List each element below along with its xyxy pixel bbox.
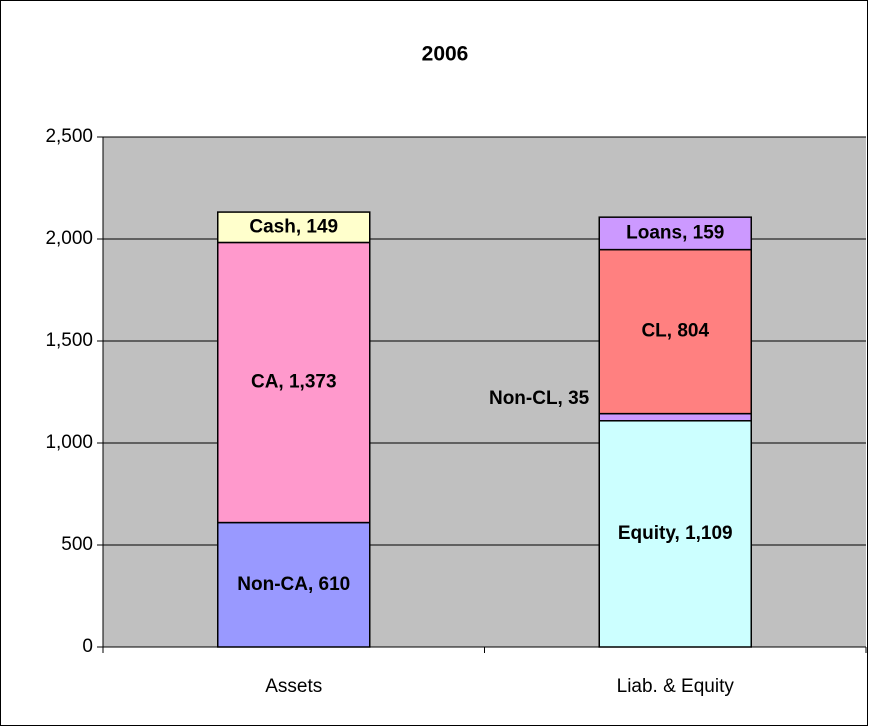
bar-segment [217,241,371,524]
bar-segment [217,211,371,244]
data-label: CA, 1,373 [251,372,337,393]
y-tick-label: 2,000 [45,228,93,249]
bar-segment [217,521,371,648]
data-label: Non-CL, 35 [489,388,590,409]
y-tick-label: 2,500 [45,126,93,147]
y-tick-label: 1,000 [45,432,93,453]
y-tick-label: 1,500 [45,330,93,351]
data-label: Non-CA, 610 [237,574,350,595]
bar-segment [598,216,752,251]
data-label: Cash, 149 [249,216,338,237]
bar-segment [598,248,752,415]
data-label: CL, 804 [641,321,709,342]
x-tick-label: Assets [265,676,322,697]
data-label: Loans, 159 [626,222,724,243]
y-tick-label: 0 [82,636,93,657]
data-label: Equity, 1,109 [618,523,733,544]
bar-segment [598,412,752,422]
bar-segment [598,420,752,648]
y-tick-label: 500 [61,534,93,555]
chart-title: 2006 [422,43,469,66]
x-tick-label: Liab. & Equity [617,676,735,697]
